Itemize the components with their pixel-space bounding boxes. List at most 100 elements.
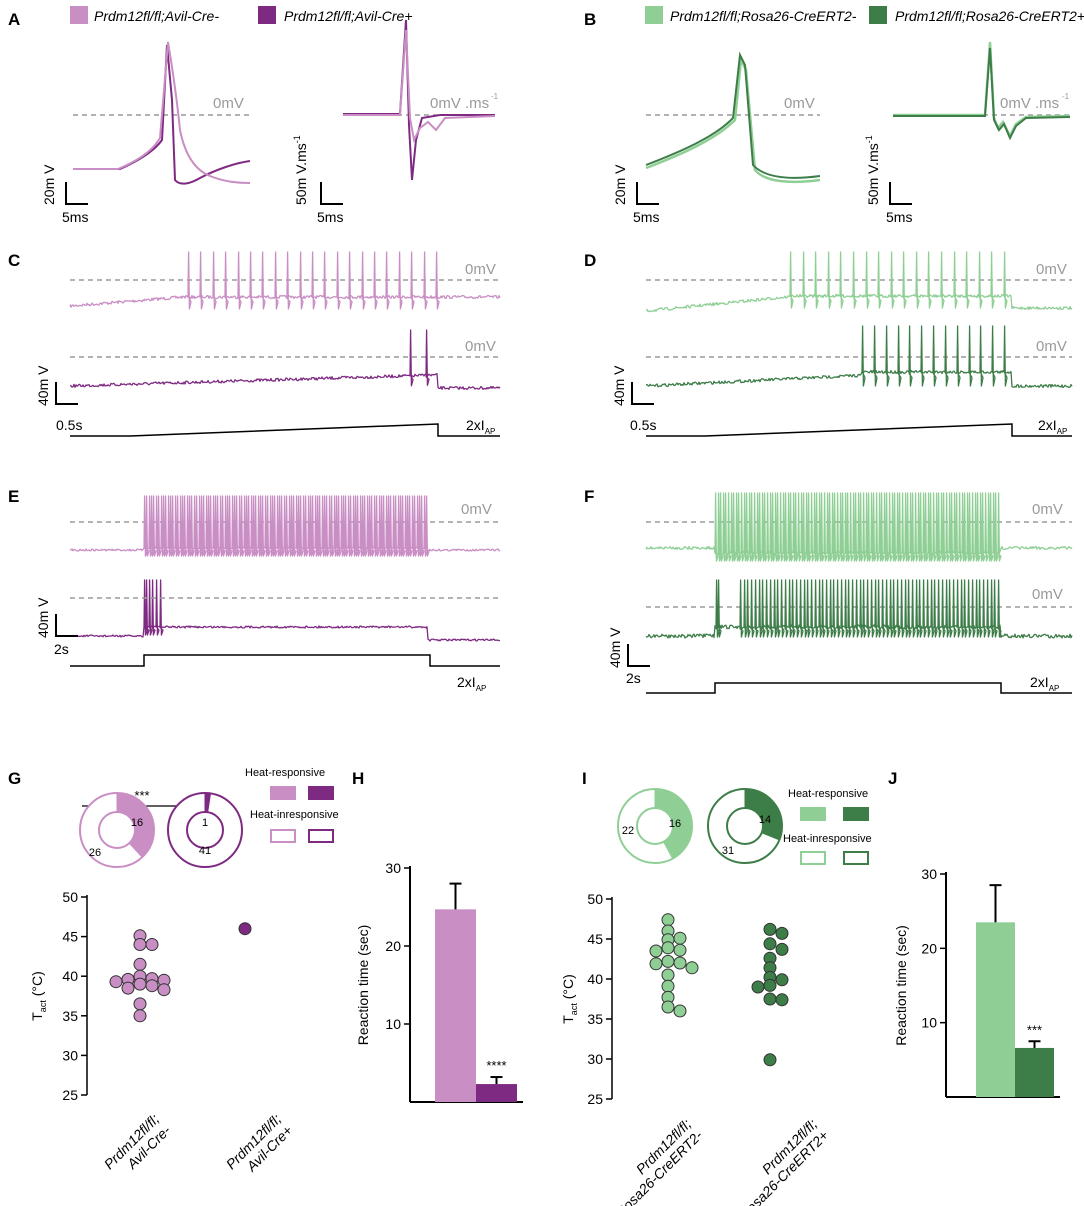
- trace-e-avil-cre-plus: [69, 579, 501, 642]
- panel-e-labels: 0mV 40m V 2s 2xIAP: [35, 501, 500, 693]
- zero-label-top: 0mV: [1032, 501, 1063, 518]
- stimulus-label: 2xIAP: [457, 674, 486, 693]
- data-point: [133, 957, 147, 971]
- bar: [976, 922, 1015, 1097]
- data-point: [775, 993, 789, 1007]
- pie-legend-swatch: [800, 851, 826, 865]
- legend-swatch-rosa-cre-minus: [645, 6, 663, 24]
- zero-label-top: 0mV: [465, 261, 496, 278]
- significance-label: ****: [486, 1058, 506, 1073]
- scale-label-40mv: 40m V: [607, 627, 623, 668]
- pie-avil-cre-minus: [79, 792, 155, 868]
- data-point: [157, 983, 171, 997]
- trace-f-rosa-cre-minus: [645, 492, 1073, 562]
- legend-b: Prdm12fl/fl;Rosa26-CreERT2- Prdm12fl/fl;…: [645, 6, 1084, 24]
- chart-i-scatter: 25 30 35 40 45 50 Tact (°C) Prdm12fl/fl;Rosa26-…: [560, 891, 832, 1206]
- data-point: [649, 944, 663, 958]
- scale-bar: [889, 182, 912, 205]
- data-point: [661, 1000, 675, 1014]
- scale-bar: [55, 382, 78, 405]
- pie-slice-responsive-slice: [116, 792, 155, 858]
- panel-label-c: C: [8, 251, 20, 270]
- x-category-label: Prdm12fl/fl;Avil-Cre+: [223, 1111, 296, 1184]
- pie-legend-swatch: [843, 807, 869, 821]
- trace-cre-minus: [645, 55, 821, 184]
- scale-label-05s: 0.5s: [56, 417, 82, 433]
- chart-h-bar: 10 20 30 Reaction time (sec) ****: [355, 860, 523, 1103]
- y-tick-label: 20: [921, 940, 937, 956]
- pie-rosa-cre-plus: [707, 788, 783, 864]
- pie-label-responsive: 14: [759, 814, 771, 826]
- panel-b-ap-trace: 0mV 20m V 5ms: [612, 51, 821, 225]
- pie-legend-responsive-title: Heat-responsive: [788, 788, 868, 800]
- y-axis-label: Tact (°C): [560, 974, 579, 1024]
- chart-g-scatter: 25 30 35 40 45 50 Tact (°C) Prdm12fl/fl;Avil-Cr…: [29, 889, 296, 1184]
- stimulus-step: [646, 682, 1072, 694]
- y-tick-label: 50: [587, 891, 603, 907]
- zero-label-bottom: 0mV: [1032, 586, 1063, 603]
- legend-label-avil-cre-minus: Prdm12fl/fl;Avil-Cre-: [94, 8, 219, 24]
- pie-legend-swatch: [308, 786, 334, 800]
- chart-j-bar: 10 20 30 Reaction time (sec) ***: [893, 866, 1060, 1098]
- scale-label-05s: 0.5s: [630, 417, 656, 433]
- trace-cre-minus: [73, 41, 251, 184]
- y-tick-label: 40: [62, 968, 78, 984]
- zero-label-sup: -1: [491, 92, 499, 101]
- y-tick-label: 50: [62, 889, 78, 905]
- trace-d-rosa-cre-plus: [645, 325, 1073, 389]
- trace-cre-plus: [893, 47, 1071, 141]
- scale-label-40mv: 40m V: [35, 597, 51, 638]
- x-category-label: Prdm12fl/fl;Avil-Cre-: [101, 1111, 174, 1184]
- scale-label-5ms: 5ms: [62, 209, 88, 225]
- y-tick-label: 45: [62, 929, 78, 945]
- y-tick-label: 20: [385, 938, 401, 954]
- pie-label-responsive: 16: [131, 817, 143, 829]
- data-point: [661, 968, 675, 982]
- zero-label-bottom: 0mV: [1036, 338, 1067, 355]
- panel-label-b: B: [584, 10, 596, 29]
- y-tick-label: 30: [385, 860, 401, 876]
- stimulus-label: 2xIAP: [466, 417, 495, 436]
- bar: [435, 909, 476, 1102]
- data-point: [109, 975, 123, 989]
- data-point: [763, 922, 777, 936]
- pie-slice-responsive-slice: [654, 788, 693, 860]
- pie-label-inresponsive: 22: [622, 825, 634, 837]
- data-point: [751, 980, 765, 994]
- trace-cre-plus: [645, 51, 821, 179]
- panel-label-a: A: [8, 10, 20, 29]
- zero-label: 0mV: [784, 95, 815, 112]
- data-point: [145, 938, 159, 951]
- scale-label-2s: 2s: [54, 641, 69, 657]
- stimulus-label: 2xIAP: [1038, 417, 1067, 436]
- trace-c-avil-cre-plus: [69, 329, 501, 391]
- data-point: [763, 992, 777, 1006]
- zero-label: 0mV: [213, 95, 244, 112]
- panel-f-labels: 0mV 0mV 40m V 2s 2xIAP: [607, 501, 1072, 694]
- pie-legend-inresponsive-title: Heat-inresponsive: [250, 809, 339, 821]
- stimulus-ramp: [646, 423, 1072, 437]
- pie-legend-swatch: [843, 851, 869, 865]
- significance-label: ***: [1027, 1022, 1042, 1037]
- trace-f-rosa-cre-plus: [645, 579, 1073, 639]
- zero-label: 0mV .ms: [1000, 95, 1059, 112]
- scale-label-40mv: 40m V: [611, 365, 627, 406]
- legend-label-rosa-cre-plus: Prdm12fl/fl;Rosa26-CreERT2+: [895, 8, 1084, 24]
- legend-swatch-avil-cre-plus: [258, 6, 276, 24]
- scale-label-40mv: 40m V: [35, 365, 51, 406]
- data-point: [673, 1004, 687, 1018]
- trace-d-rosa-cre-minus: [645, 251, 1073, 313]
- x-category-label: Prdm12fl/fl;Rosa26-CreERT2+: [725, 1116, 832, 1206]
- data-point: [673, 956, 687, 970]
- scale-label-20mv: 20m V: [41, 164, 57, 205]
- panel-label-f: F: [584, 487, 594, 506]
- data-point: [763, 1053, 777, 1067]
- panel-i-pies: 16 22 14 31 Heat-responsive Heat-inrespo…: [617, 788, 872, 865]
- scale-label-5ms: 5ms: [633, 209, 659, 225]
- y-tick-label: 30: [587, 1051, 603, 1067]
- panel-label-j: J: [888, 769, 897, 788]
- data-point: [673, 943, 687, 957]
- stimulus-label: 2xIAP: [1030, 674, 1059, 693]
- zero-label-top: 0mV: [461, 501, 492, 518]
- data-point: [685, 961, 699, 975]
